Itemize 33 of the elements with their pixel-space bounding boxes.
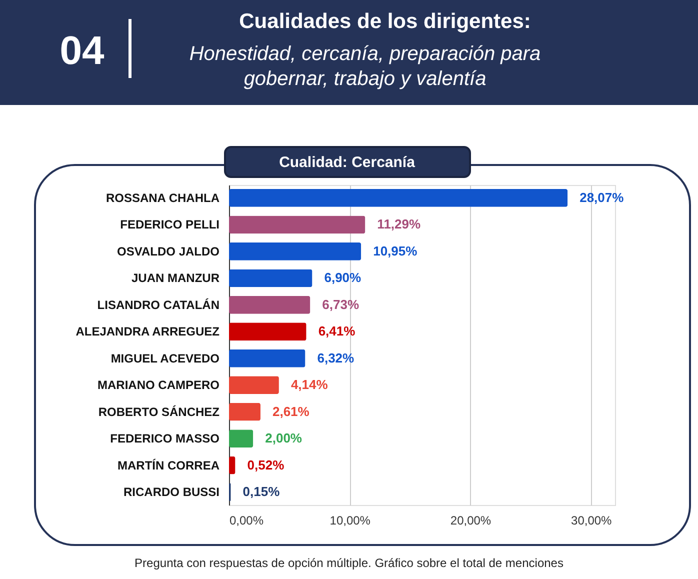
y-tick-label: LISANDRO CATALÁN bbox=[97, 298, 220, 312]
y-tick-label: MARTÍN CORREA bbox=[118, 458, 220, 472]
y-tick-label: MIGUEL ACEVEDO bbox=[110, 351, 220, 366]
y-tick-label: MARIANO CAMPERO bbox=[98, 378, 220, 392]
x-tick-label: 20,00% bbox=[450, 514, 492, 528]
y-tick-label: FEDERICO MASSO bbox=[110, 432, 220, 446]
chart-title: Cualidades de los dirigentes: bbox=[239, 10, 531, 33]
data-label: 28,07% bbox=[580, 190, 624, 205]
data-label: 0,15% bbox=[242, 484, 280, 500]
y-tick-label: JUAN MANZUR bbox=[132, 271, 220, 286]
data-label: 11,29% bbox=[377, 216, 421, 232]
data-label: 6,73% bbox=[322, 296, 360, 312]
x-tick-label: 10,00% bbox=[330, 514, 371, 528]
data-label: 2,61% bbox=[272, 404, 310, 419]
y-tick-label: ROBERTO SÁNCHEZ bbox=[98, 404, 220, 419]
y-tick-label: OSVALDO JALDO bbox=[117, 244, 220, 258]
data-label: 6,90% bbox=[324, 270, 362, 286]
text: 04 bbox=[60, 29, 105, 73]
data-label: 6,32% bbox=[317, 350, 355, 366]
data-label: 0,52% bbox=[247, 457, 285, 472]
y-tick-label: ROSSANA CHAHLA bbox=[106, 190, 220, 205]
chart-subtitle: Honestidad, cercanía, preparación para gobernar, trabajo y valentía bbox=[189, 43, 541, 90]
x-tick-label: 30,00% bbox=[571, 514, 612, 528]
data-label: 6,41% bbox=[318, 324, 356, 339]
text: Pregunta con respuestas de opción múltiple. Gráfico sobre el total de menciones bbox=[134, 556, 564, 570]
data-label: 2,00% bbox=[265, 430, 302, 446]
text: Cualidad: Cercanía bbox=[279, 154, 416, 171]
y-tick-label: FEDERICO PELLI bbox=[120, 218, 220, 232]
x-tick-label: 0,00% bbox=[230, 514, 264, 528]
data-label: 4,14% bbox=[290, 377, 328, 392]
data-label: 10,95% bbox=[373, 243, 418, 258]
y-tick-label: RICARDO BUSSI bbox=[123, 485, 220, 500]
y-tick-label: ALEJANDRA ARREGUEZ bbox=[76, 324, 220, 339]
